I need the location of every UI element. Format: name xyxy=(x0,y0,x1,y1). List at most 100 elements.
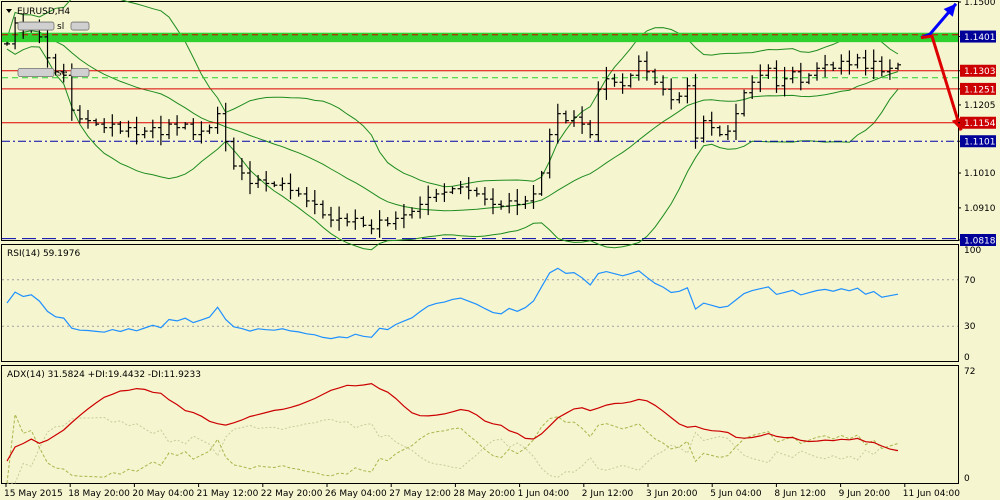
price-bar xyxy=(757,64,764,93)
price-tag: 1.1251 xyxy=(960,82,996,95)
price-bar xyxy=(117,121,124,134)
price-tag-label: 1.0818 xyxy=(964,237,996,247)
price-bar xyxy=(157,115,164,146)
price-bar xyxy=(724,125,731,141)
rsi-panel-frame xyxy=(1,244,959,362)
price-bar xyxy=(12,16,19,50)
price-bar xyxy=(376,210,383,238)
order-tag-text: se xyxy=(57,68,68,78)
price-bar xyxy=(546,128,553,179)
price-tick-label: 1.1010 xyxy=(964,169,996,179)
adx-label: ADX(14) 31.5824 +DI:19.4432 -DI:11.9233 xyxy=(7,370,201,380)
price-bar xyxy=(700,115,707,143)
price-bar xyxy=(562,110,569,124)
price-bar xyxy=(230,137,237,170)
price-bar xyxy=(255,174,262,188)
symbol-label-group: EURUSD,H4 xyxy=(6,7,70,17)
price-bar xyxy=(514,189,521,216)
price-tags: 1.1401 1.1303 1.1251 1.1154 1.1101 1.0818 xyxy=(960,30,996,247)
rsi-tick-label: 70 xyxy=(964,276,976,286)
price-bar xyxy=(441,183,448,202)
price-bar xyxy=(571,110,577,127)
price-bar xyxy=(425,185,432,216)
price-bar xyxy=(368,219,375,235)
price-tag: 1.1401 xyxy=(960,30,996,43)
price-bar xyxy=(182,122,189,130)
dropdown-triangle-icon[interactable] xyxy=(6,9,12,13)
price-bar xyxy=(247,161,253,195)
price-tag-label: 1.1303 xyxy=(964,67,996,77)
di-plus-line xyxy=(6,412,899,484)
price-bar xyxy=(522,195,529,209)
time-tick-label: 11 Jun 04:00 xyxy=(903,489,960,499)
price-bar xyxy=(498,200,505,210)
price-tag: 1.0818 xyxy=(960,234,996,247)
price-bar xyxy=(773,60,780,93)
price-tag: 1.1154 xyxy=(960,116,996,129)
horizontal-levels xyxy=(2,32,958,240)
price-bar xyxy=(692,73,699,149)
price-bar xyxy=(336,206,343,231)
price-bar xyxy=(895,62,901,71)
price-bar xyxy=(409,207,415,219)
price-bar xyxy=(749,75,756,100)
bollinger-middle xyxy=(6,30,899,212)
price-bar xyxy=(838,54,845,75)
di-minus-line xyxy=(7,416,899,484)
rsi-indicator: 100 70 30 0 xyxy=(2,246,981,363)
price-bar xyxy=(60,63,67,83)
price-bar xyxy=(206,124,213,134)
price-bar xyxy=(214,106,221,134)
price-bar xyxy=(352,209,359,230)
price-bar xyxy=(133,116,140,145)
price-tag-bg xyxy=(960,64,996,77)
price-bar xyxy=(830,61,837,72)
price-bar xyxy=(295,187,302,197)
rsi-line xyxy=(6,267,899,340)
order-tag-box-right[interactable] xyxy=(70,21,90,31)
price-bar xyxy=(457,180,464,195)
price-bar xyxy=(490,188,496,215)
order-tag[interactable]: se xyxy=(17,68,90,78)
price-tag-bg xyxy=(960,82,996,95)
time-tick-label: 5 Jun 04:00 xyxy=(710,489,762,499)
price-tick-label: 1.0910 xyxy=(964,204,996,214)
price-bar xyxy=(668,78,675,110)
price-bar xyxy=(319,200,326,219)
price-bar xyxy=(554,103,561,144)
price-bar xyxy=(238,158,245,181)
price-bar xyxy=(360,216,367,228)
down-arrow-icon-shaft xyxy=(920,34,963,131)
price-bar xyxy=(611,73,618,87)
price-tick-label: 1.1205 xyxy=(964,101,996,111)
price-bar xyxy=(101,118,108,134)
price-tag-label: 1.1251 xyxy=(964,85,996,95)
bollinger-lower xyxy=(6,46,899,251)
price-bar xyxy=(109,114,116,137)
price-bar xyxy=(433,188,440,202)
order-tag-box[interactable] xyxy=(17,21,55,31)
order-tags[interactable]: sl se xyxy=(17,21,90,78)
symbol-label: EURUSD,H4 xyxy=(17,7,70,17)
price-bar xyxy=(384,217,391,227)
time-axis: 15 May 2015 18 May 20:00 20 May 04:00 21 Ma… xyxy=(4,483,960,499)
price-bar xyxy=(733,103,739,141)
price-bar xyxy=(481,186,488,206)
time-tick-label: 3 Jun 20:00 xyxy=(646,489,698,499)
price-bar xyxy=(886,59,893,80)
time-tick-label: 8 Jun 12:00 xyxy=(774,489,826,499)
adx-panel-frame xyxy=(1,365,959,484)
price-tag: 1.1101 xyxy=(960,135,996,148)
time-tick-label: 27 May 12:00 xyxy=(389,489,451,499)
price-tag-bg xyxy=(960,116,996,129)
price-bar xyxy=(311,190,318,215)
price-bar xyxy=(652,68,658,86)
adx-indicator: 72 0 xyxy=(6,367,975,484)
order-tag[interactable]: sl xyxy=(17,21,90,32)
order-tag-box[interactable] xyxy=(17,68,55,77)
forecast-arrows xyxy=(920,2,964,131)
price-tag-label: 1.1154 xyxy=(964,119,996,129)
price-bar xyxy=(627,73,634,88)
order-tag-box-right[interactable] xyxy=(70,68,90,77)
